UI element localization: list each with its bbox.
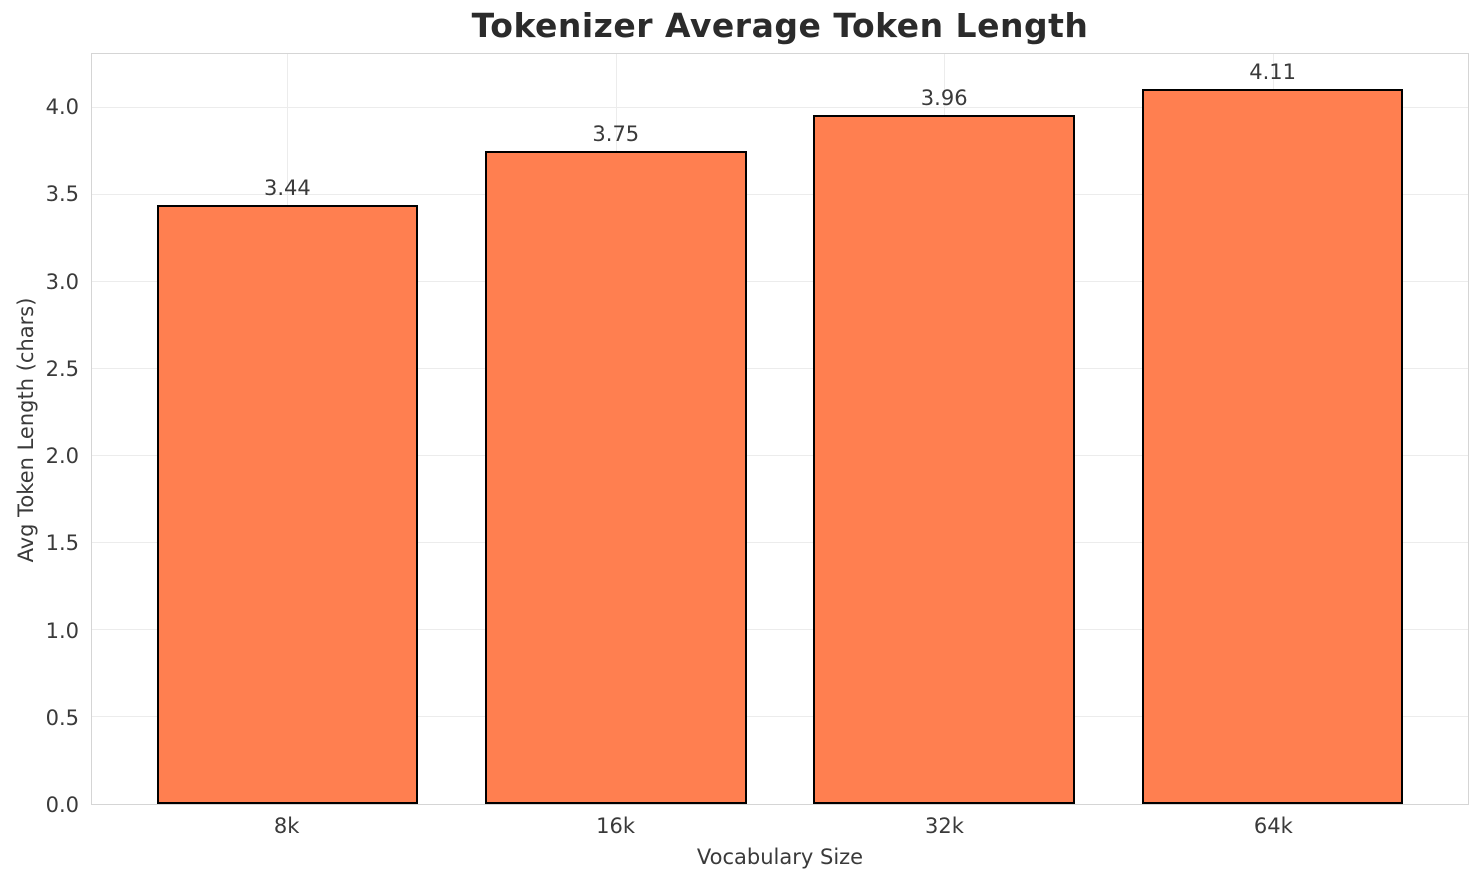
y-tick-label: 1.0 xyxy=(45,618,79,643)
bar-value-label: 3.96 xyxy=(920,85,968,110)
bar-64k xyxy=(1141,88,1404,804)
bar-16k xyxy=(485,151,747,804)
x-axis-ticks: 8k 16k 32k 64k xyxy=(91,814,1469,840)
h-gridline xyxy=(92,629,1468,630)
bar-value-label: 3.75 xyxy=(592,122,640,147)
x-tick-label: 32k xyxy=(924,814,964,838)
x-tick-label: 8k xyxy=(273,814,300,838)
h-gridline xyxy=(92,193,1468,195)
y-tick-label: 0.0 xyxy=(45,793,79,817)
bar-8k xyxy=(156,205,419,804)
y-axis-ticks: 0.0 0.5 1.0 1.5 2.0 2.5 3.0 3.5 4.0 xyxy=(0,53,79,817)
h-gridline xyxy=(92,541,1468,543)
y-tick-label: 3.0 xyxy=(45,269,79,294)
bar-32k xyxy=(813,114,1075,804)
y-tick-label: 0.5 xyxy=(45,705,79,730)
y-tick-label: 4.0 xyxy=(45,95,79,120)
y-tick-label: 3.5 xyxy=(45,182,79,207)
x-tick-label: 64k xyxy=(1253,814,1293,838)
h-gridline xyxy=(92,716,1468,717)
x-tick-label: 16k xyxy=(596,814,635,838)
y-tick-label: 2.0 xyxy=(45,444,79,469)
h-gridline xyxy=(92,280,1468,282)
bar-value-label: 4.11 xyxy=(1249,59,1296,84)
bar-value-label: 3.44 xyxy=(264,176,311,201)
h-gridline xyxy=(92,454,1468,456)
y-tick-label: 2.5 xyxy=(45,356,79,381)
x-axis-label: Vocabulary Size xyxy=(696,845,864,869)
plot-area: 3.44 3.75 3.96 4.11 xyxy=(91,53,1469,805)
chart-title: Tokenizer Average Token Length xyxy=(471,6,1089,45)
h-gridline xyxy=(92,106,1468,108)
h-gridline xyxy=(92,367,1468,369)
y-tick-label: 1.5 xyxy=(45,531,79,556)
